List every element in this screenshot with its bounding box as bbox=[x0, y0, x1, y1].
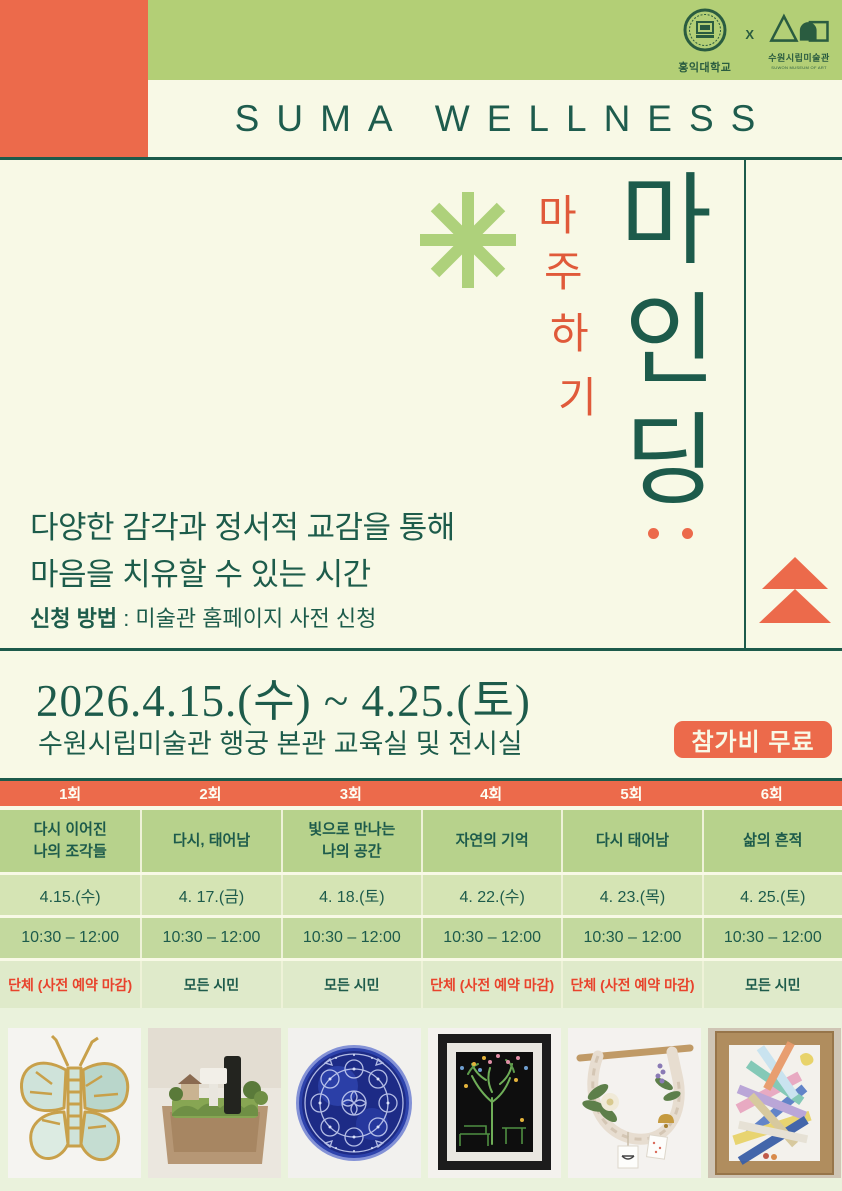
subtitle-char-2: 주 bbox=[544, 250, 583, 296]
event-date-range: 2026.4.15.(수) ~ 4.25.(토) bbox=[36, 676, 531, 726]
session-audience: 단체 (사전 예약 마감) bbox=[8, 976, 133, 993]
orange-accent-block bbox=[0, 0, 148, 157]
photo-framed-scratch-tree bbox=[428, 1028, 561, 1178]
session-date: 4. 25.(토) bbox=[701, 875, 842, 915]
session-time: 10:30 – 12:00 bbox=[420, 918, 561, 958]
triangle-up-icon-1 bbox=[762, 557, 828, 589]
session-title: 다시 태어남 bbox=[561, 810, 701, 872]
session-header: 2회 bbox=[199, 786, 222, 803]
main-title-char-1: 마 bbox=[620, 166, 712, 277]
hongik-university-label: 홍익대학교 bbox=[678, 61, 732, 74]
accent-dot-1 bbox=[648, 528, 659, 539]
schedule-time-row: 10:30 – 12:00 10:30 – 12:00 10:30 – 12:0… bbox=[0, 918, 842, 958]
session-header: 1회 bbox=[59, 786, 82, 803]
main-title-char-2: 인 bbox=[624, 286, 716, 397]
schedule-date-row: 4.15.(수) 4. 17.(금) 4. 18.(토) 4. 22.(수) 4… bbox=[0, 875, 842, 915]
accent-dot-2 bbox=[682, 528, 693, 539]
application-method: 신청 방법 : 미술관 홈페이지 사전 신청 bbox=[30, 601, 376, 633]
triangle-up-icon-2 bbox=[759, 589, 831, 623]
subtitle-char-4: 기 bbox=[558, 376, 597, 422]
photo-wreath-mobile bbox=[568, 1028, 701, 1178]
schedule-table: 1회 2회 3회 4회 5회 6회 다시 이어진 나의 조각들 다시, 태어남 … bbox=[0, 781, 842, 1008]
divider-line-table bbox=[0, 778, 842, 781]
session-title: 빛으로 만나는 나의 공간 bbox=[280, 810, 421, 872]
description-line-2: 마음을 치유할 수 있는 시간 bbox=[30, 557, 371, 592]
photo-blue-mandala bbox=[288, 1028, 421, 1178]
photo-strip bbox=[0, 1008, 842, 1191]
session-time: 10:30 – 12:00 bbox=[701, 918, 842, 958]
description-line-1: 다양한 감각과 정서적 교감을 통해 bbox=[30, 510, 455, 545]
session-header: 3회 bbox=[339, 786, 362, 803]
subtitle-char-1: 마 bbox=[538, 194, 577, 240]
divider-line-middle bbox=[0, 648, 842, 651]
session-audience: 단체 (사전 예약 마감) bbox=[561, 961, 701, 1008]
session-time: 10:30 – 12:00 bbox=[21, 929, 120, 946]
session-header: 4회 bbox=[480, 786, 503, 803]
photo-colorful-strip-frame bbox=[708, 1028, 841, 1178]
suwon-museum-label: 수원시립미술관 bbox=[768, 53, 830, 63]
vertical-divider bbox=[744, 160, 746, 648]
session-date: 4.15.(수) bbox=[39, 889, 101, 906]
session-title: 다시, 태어남 bbox=[140, 810, 280, 872]
session-title: 자연의 기억 bbox=[420, 810, 561, 872]
main-title-char-3: 딩 bbox=[624, 406, 716, 517]
session-date: 4. 23.(목) bbox=[561, 875, 701, 915]
schedule-header-row: 1회 2회 3회 4회 5회 6회 bbox=[0, 781, 842, 806]
schedule-audience-row: 단체 (사전 예약 마감) 모든 시민 모든 시민 단체 (사전 예약 마감) … bbox=[0, 961, 842, 1008]
fee-badge: 참가비 무료 bbox=[674, 721, 832, 758]
subtitle-char-3: 하 bbox=[550, 312, 589, 358]
poster-title: SUMA WELLNESS bbox=[234, 97, 773, 139]
event-venue: 수원시립미술관 행궁 본관 교육실 및 전시실 bbox=[38, 729, 523, 759]
photo-sea-glass-butterfly bbox=[8, 1028, 141, 1178]
title-band: SUMA WELLNESS bbox=[148, 80, 842, 157]
session-header: 5회 bbox=[620, 786, 643, 803]
session-date: 4. 22.(수) bbox=[420, 875, 561, 915]
session-audience: 모든 시민 bbox=[701, 961, 842, 1008]
schedule-title-row: 다시 이어진 나의 조각들 다시, 태어남 빛으로 만나는 나의 공간 자연의 … bbox=[0, 810, 842, 872]
asterisk-icon bbox=[418, 190, 518, 295]
session-audience: 단체 (사전 예약 마감) bbox=[420, 961, 561, 1008]
session-time: 10:30 – 12:00 bbox=[140, 918, 280, 958]
suwon-museum-mark-icon bbox=[768, 12, 830, 49]
suwon-museum-logo: 수원시립미술관 SUWON MUSEUM OF ART bbox=[768, 12, 830, 70]
divider-line-top bbox=[0, 157, 842, 160]
session-audience: 모든 시민 bbox=[280, 961, 421, 1008]
hongik-university-seal-icon bbox=[683, 8, 727, 57]
application-method-text: : 미술관 홈페이지 사전 신청 bbox=[117, 606, 377, 631]
session-date: 4. 18.(토) bbox=[280, 875, 421, 915]
session-header: 6회 bbox=[760, 786, 783, 803]
session-time: 10:30 – 12:00 bbox=[561, 918, 701, 958]
session-time: 10:30 – 12:00 bbox=[280, 918, 421, 958]
application-method-label: 신청 방법 bbox=[30, 606, 118, 631]
session-date: 4. 17.(금) bbox=[140, 875, 280, 915]
session-audience: 모든 시민 bbox=[140, 961, 280, 1008]
logo-group: 홍익대학교 X 수원시립미술관 SUWON MUSEUM OF ART bbox=[678, 8, 830, 74]
suwon-museum-sublabel: SUWON MUSEUM OF ART bbox=[771, 65, 827, 70]
photo-miniature-garden bbox=[148, 1028, 281, 1178]
session-title: 삶의 흔적 bbox=[701, 810, 842, 872]
collab-x-separator: X bbox=[745, 26, 754, 42]
session-title: 다시 이어진 나의 조각들 bbox=[33, 821, 107, 860]
hongik-university-logo: 홍익대학교 bbox=[678, 8, 731, 75]
